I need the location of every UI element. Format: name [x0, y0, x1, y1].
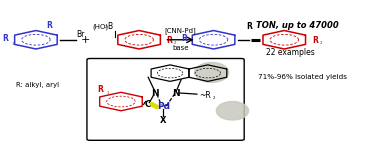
Text: R: R [167, 36, 173, 45]
Ellipse shape [216, 102, 249, 120]
Text: B: B [107, 22, 112, 32]
Ellipse shape [195, 62, 229, 82]
Text: N: N [151, 88, 159, 98]
Text: 22 examples: 22 examples [266, 48, 314, 57]
Text: $^2$: $^2$ [173, 41, 177, 46]
Text: 71%-96% isolated yields: 71%-96% isolated yields [258, 74, 347, 80]
Text: $^1$: $^1$ [105, 90, 110, 96]
Text: $^1$: $^1$ [189, 41, 194, 46]
Text: $^2$: $^2$ [212, 95, 216, 101]
FancyBboxPatch shape [87, 59, 244, 140]
Text: $^1$: $^1$ [11, 41, 15, 47]
Text: X: X [160, 116, 167, 125]
Text: Br: Br [76, 30, 84, 39]
Text: Pd: Pd [157, 102, 170, 111]
Text: R: R [97, 85, 103, 94]
Text: R: alkyl, aryl: R: alkyl, aryl [16, 82, 59, 88]
Text: R: R [46, 21, 52, 30]
Text: R: R [3, 34, 9, 43]
Text: (HO): (HO) [93, 24, 109, 30]
Text: R: R [181, 34, 187, 43]
Text: [CNN-Pd]: [CNN-Pd] [165, 27, 196, 34]
Text: ~R: ~R [199, 91, 211, 100]
Text: +: + [81, 35, 90, 45]
Text: N: N [172, 88, 180, 98]
Text: R: R [312, 36, 318, 45]
Text: R: R [246, 22, 253, 32]
Text: C: C [145, 100, 151, 109]
Text: base: base [172, 45, 189, 51]
Text: TON, up to 47000: TON, up to 47000 [256, 21, 339, 30]
Text: $_2$: $_2$ [104, 23, 108, 31]
Text: $^2$: $^2$ [319, 41, 323, 46]
